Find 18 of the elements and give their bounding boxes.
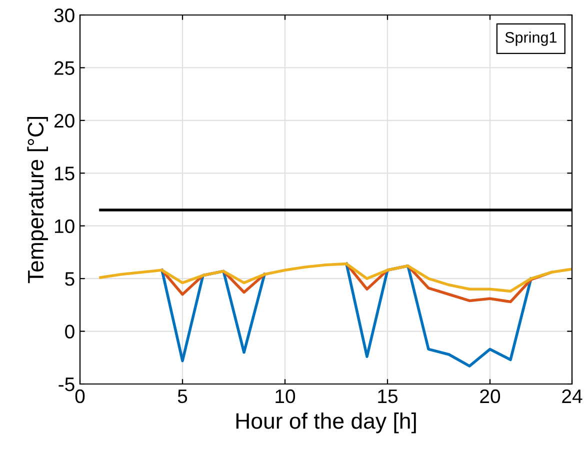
annotation: Spring1 bbox=[505, 32, 556, 46]
y-tick-label: 20 bbox=[54, 114, 74, 128]
y-axis-title: Temperature [°C] bbox=[27, 116, 48, 284]
y-tick-label: 0 bbox=[65, 324, 74, 339]
line-series bbox=[99, 262, 572, 293]
x-tick-label: 10 bbox=[276, 389, 296, 404]
x-tick-label: 15 bbox=[378, 390, 398, 404]
x-tick-label: 0 bbox=[75, 389, 85, 404]
x-axis-title: Hour of the day [h] bbox=[236, 412, 416, 434]
x-tick-label: 5 bbox=[178, 390, 188, 404]
x-tick-label: 24 bbox=[562, 389, 582, 403]
y-tick-label: 10 bbox=[54, 219, 74, 234]
y-tick-label: 15 bbox=[54, 166, 74, 180]
y-tick-label: 25 bbox=[54, 61, 74, 75]
y-tick-label: -5 bbox=[58, 378, 74, 392]
y-tick-label: 30 bbox=[54, 8, 74, 22]
y-tick-label: 5 bbox=[65, 272, 74, 286]
x-tick-label: 20 bbox=[480, 389, 500, 404]
